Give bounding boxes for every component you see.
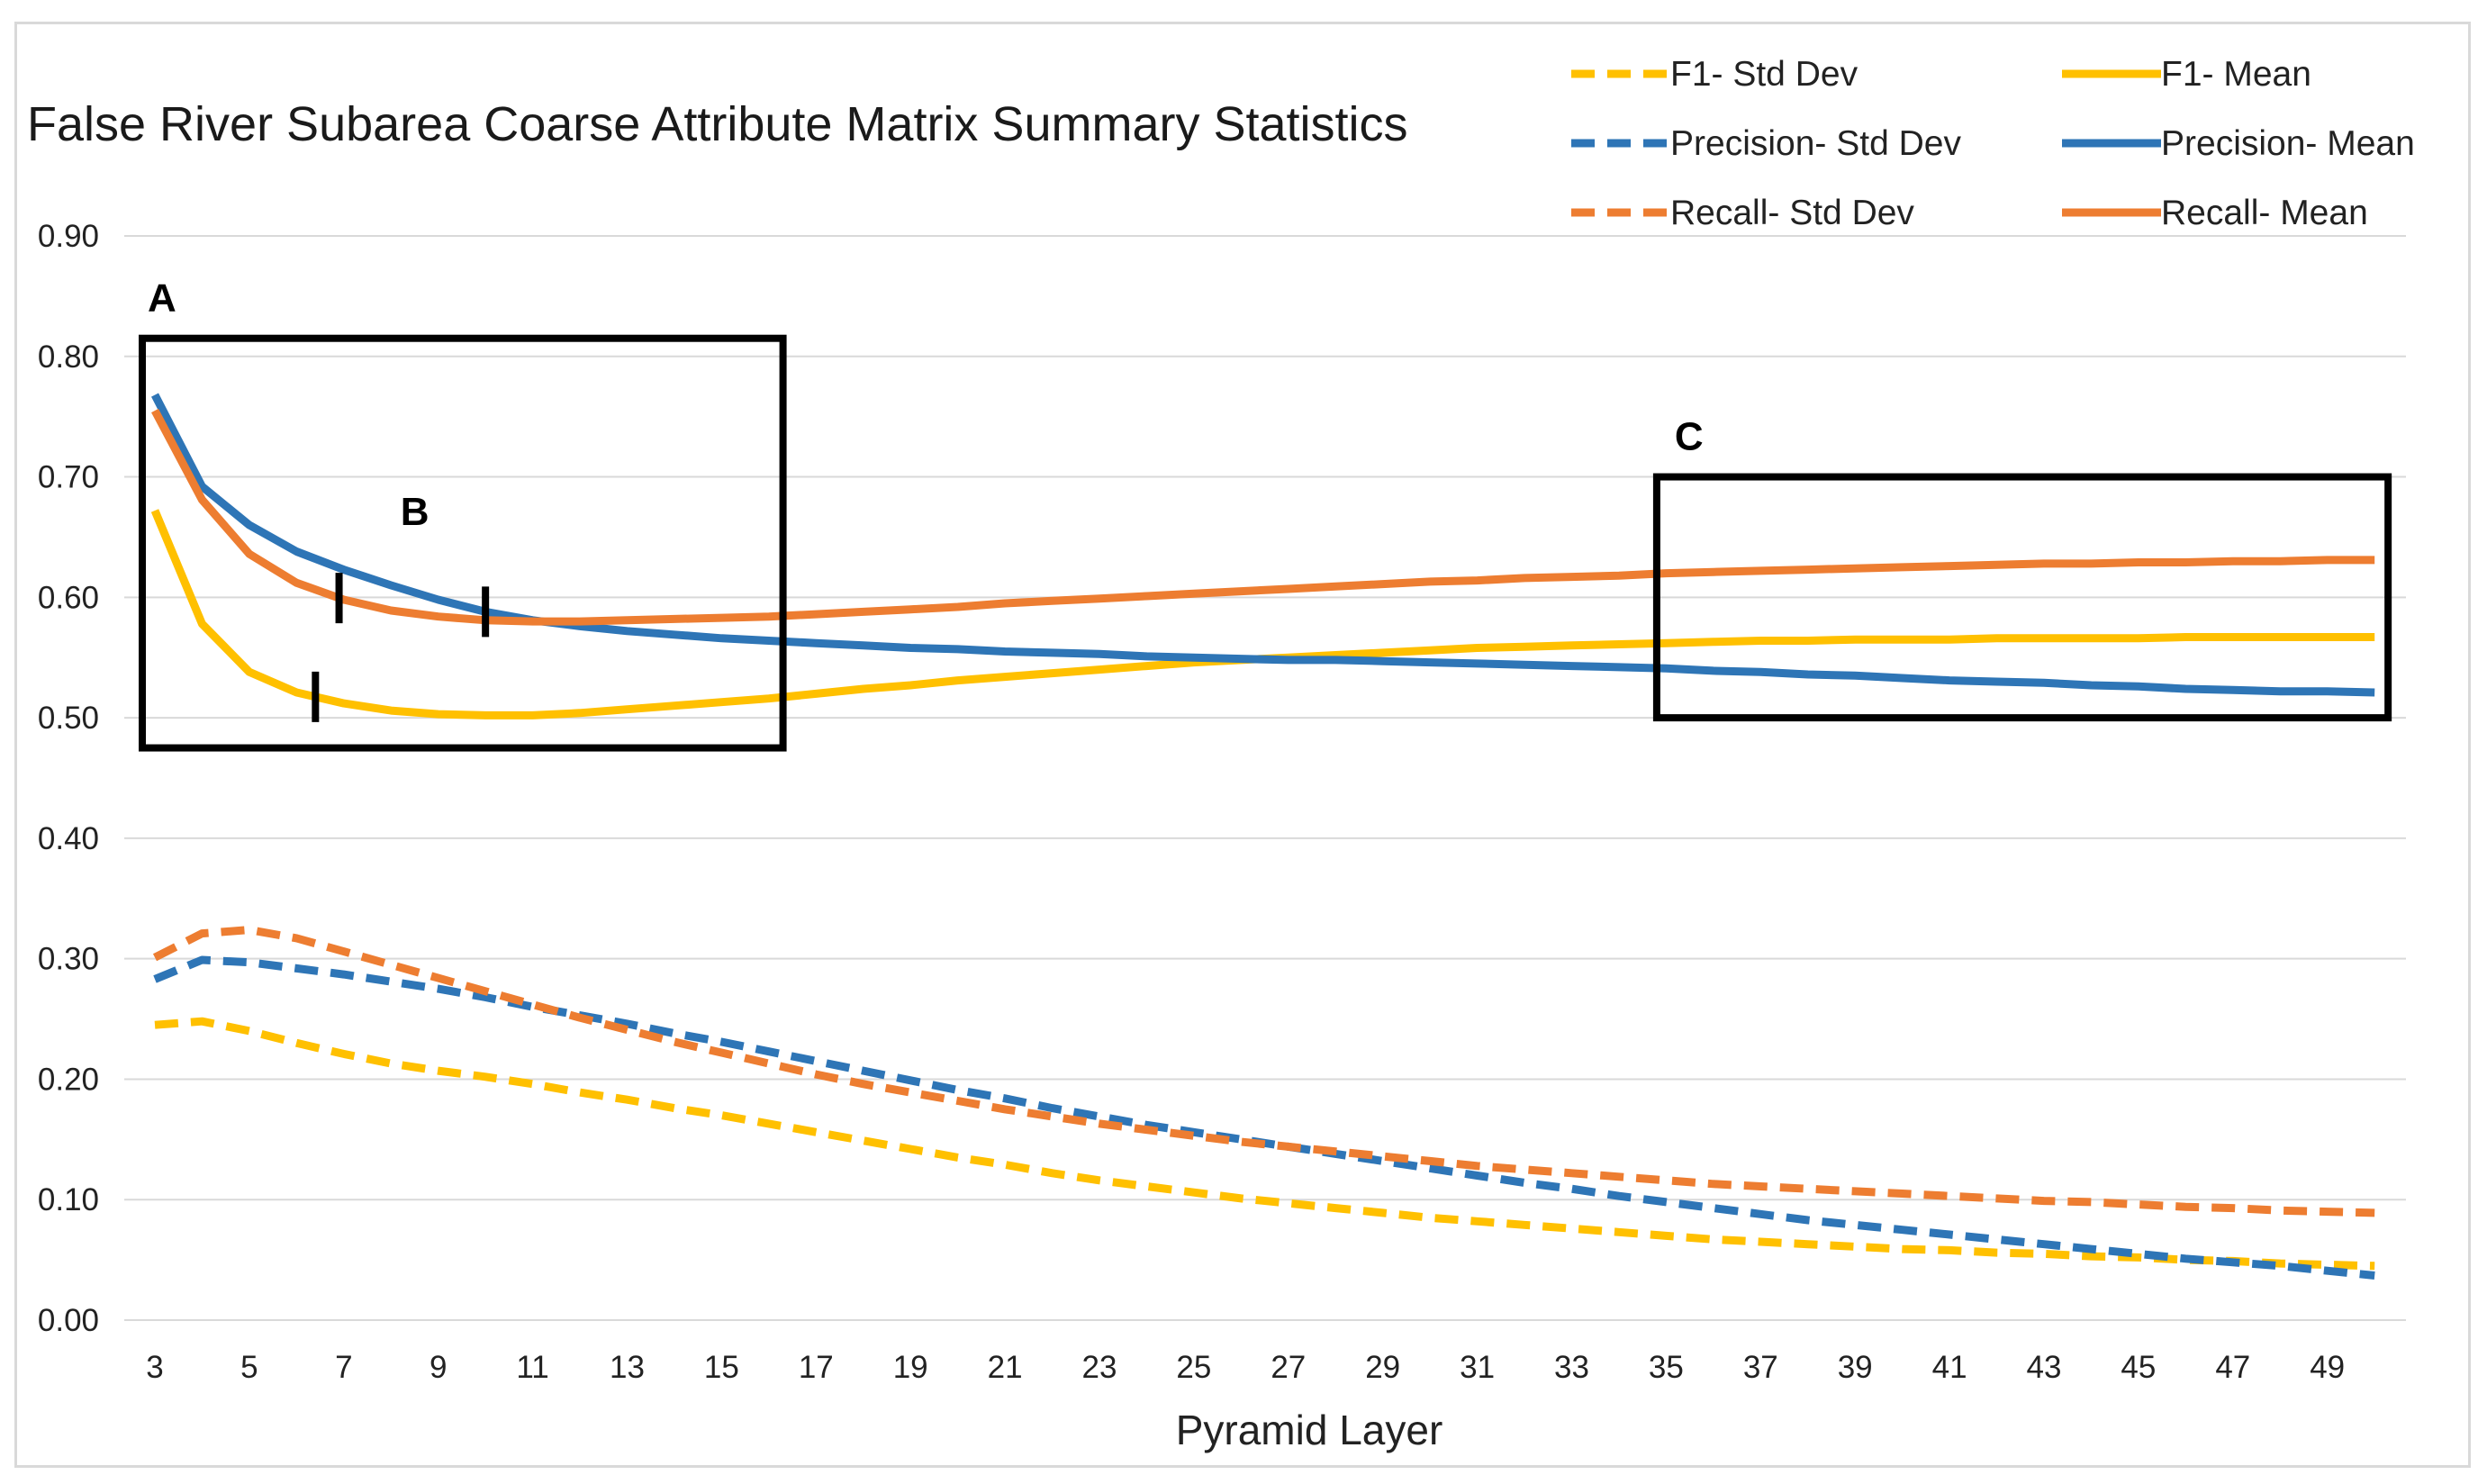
x-tick-label: 25 (1176, 1350, 1211, 1385)
legend-label-recall-std-dev: Recall- Std Dev (1670, 194, 1914, 232)
x-axis-title: Pyramid Layer (1176, 1407, 1443, 1453)
legend-label-f1-mean: F1- Mean (2161, 55, 2311, 94)
x-tick-label: 11 (516, 1350, 548, 1385)
legend-label-precision-std-dev: Precision- Std Dev (1670, 124, 1961, 163)
y-tick-label: 0.60 (38, 580, 99, 615)
x-tick-label: 9 (430, 1350, 447, 1385)
annotation-box-a (139, 334, 787, 752)
series-line-recall-mean (151, 408, 2375, 626)
x-tick-label: 5 (240, 1350, 258, 1385)
x-tick-label: 23 (1082, 1350, 1117, 1385)
x-tick-label: 33 (1554, 1350, 1589, 1385)
x-tick-label: 27 (1271, 1350, 1306, 1385)
chart-title: False River Subarea Coarse Attribute Mat… (27, 97, 1408, 151)
y-tick-label: 0.80 (38, 339, 99, 375)
x-tick-label: 43 (2027, 1350, 2062, 1385)
series-line-precision-mean (150, 393, 2375, 697)
x-tick-label: 47 (2215, 1350, 2250, 1385)
annotation-label-a: A (148, 276, 176, 321)
series-lines (150, 393, 2375, 1280)
x-tick-label: 39 (1838, 1350, 1873, 1385)
x-tick-label: 49 (2310, 1350, 2345, 1385)
legend-label-precision-mean: Precision- Mean (2161, 124, 2415, 163)
legend-label-recall-mean: Recall- Mean (2161, 194, 2368, 232)
x-tick-labels: 3 5 7 9 11 13 15 17 19 21 23 25 27 29 31 33 35 37 39 41 43 45… (146, 1350, 2345, 1385)
x-tick-label: 3 (146, 1350, 163, 1385)
legend: F1- Std Dev F1- Mean Precision- Std Dev Pre… (1571, 55, 2415, 232)
series-line-recall-std-dev (152, 926, 2375, 1217)
x-tick-label: 15 (704, 1350, 739, 1385)
x-tick-label: 17 (799, 1350, 834, 1385)
gridlines (124, 235, 2406, 1321)
x-tick-label: 13 (610, 1350, 645, 1385)
x-tick-label: 37 (1743, 1350, 1778, 1385)
annotation-box-c (1652, 473, 2392, 722)
x-tick-label: 29 (1365, 1350, 1400, 1385)
y-tick-label: 0.10 (38, 1182, 99, 1217)
annotation-label-b: B (401, 490, 430, 534)
x-tick-label: 7 (335, 1350, 352, 1385)
y-tick-label: 0.20 (38, 1062, 99, 1097)
x-tick-label: 41 (1932, 1350, 1967, 1385)
x-tick-label: 35 (1649, 1350, 1684, 1385)
annotations: A B C (139, 276, 2392, 752)
x-tick-label: 19 (893, 1350, 928, 1385)
y-tick-label: 0.30 (38, 942, 99, 977)
y-tick-label: 0.70 (38, 460, 99, 495)
series-line-f1-std-dev (154, 1017, 2375, 1271)
y-tick-label: 0.40 (38, 821, 99, 856)
annotation-label-c: C (1675, 415, 1704, 459)
x-tick-label: 45 (2121, 1350, 2156, 1385)
y-tick-labels: 0.00 0.10 0.20 0.30 0.40 0.50 0.60 0.70 0.80 0.90 (38, 219, 99, 1338)
x-tick-label: 21 (988, 1350, 1023, 1385)
legend-label-f1-std-dev: F1- Std Dev (1670, 55, 1858, 94)
y-tick-label: 0.00 (38, 1303, 99, 1338)
series-line-precision-std-dev (153, 955, 2375, 1280)
y-tick-label: 0.90 (38, 219, 99, 254)
y-tick-label: 0.50 (38, 701, 99, 736)
x-tick-label: 31 (1460, 1350, 1495, 1385)
